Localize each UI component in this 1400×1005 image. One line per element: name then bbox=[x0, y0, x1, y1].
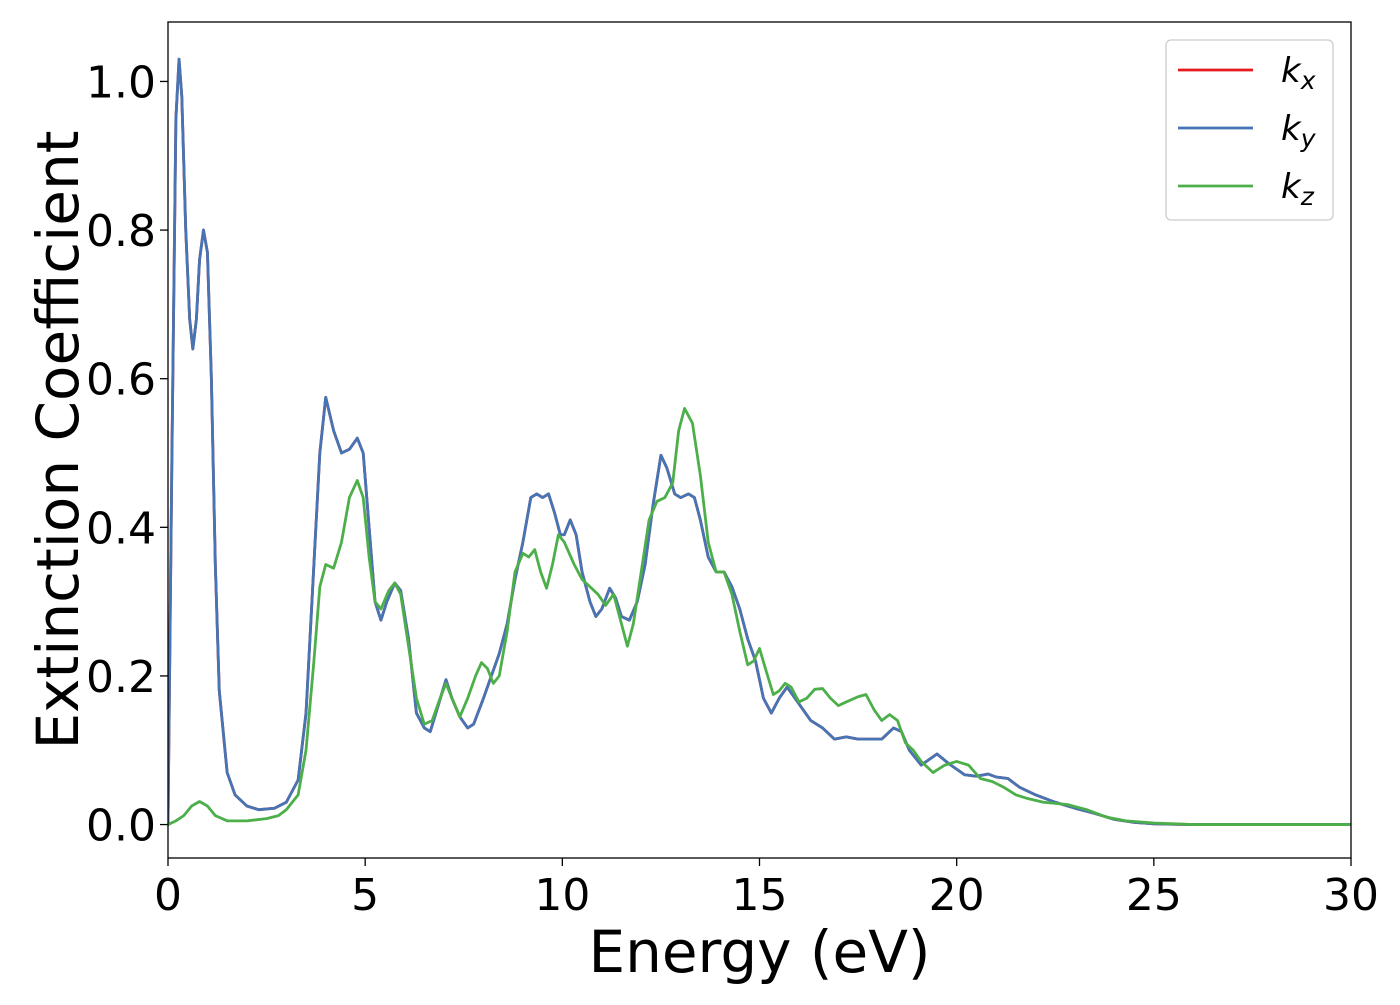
legend-label-kx: kx bbox=[1281, 51, 1316, 95]
x-tick-label: 20 bbox=[929, 870, 985, 921]
y-axis-label: Extinction Coefficient bbox=[24, 131, 92, 750]
legend-label-kz: kz bbox=[1281, 167, 1315, 211]
legend: kx ky kz bbox=[1165, 39, 1334, 221]
x-tick-label: 10 bbox=[534, 870, 590, 921]
x-tick-label: 15 bbox=[732, 870, 788, 921]
y-tick-label: 0.8 bbox=[86, 206, 156, 257]
y-tick-label: 0.0 bbox=[86, 801, 156, 852]
series-line-ky bbox=[168, 57, 1351, 826]
y-tick-label: 0.4 bbox=[86, 503, 156, 554]
x-tick-label: 5 bbox=[351, 870, 379, 921]
legend-frame bbox=[1165, 39, 1334, 221]
y-tick-label: 0.2 bbox=[86, 652, 156, 703]
legend-label-ky: ky bbox=[1281, 109, 1317, 153]
x-tick-label: 0 bbox=[154, 870, 182, 921]
x-tick-label: 30 bbox=[1323, 870, 1379, 921]
ticks-layer: 0 5 10 15 20 25 30 0.0 0.2 0.4 0.6 0.8 1.0 bbox=[86, 57, 1379, 921]
y-tick-label: 1.0 bbox=[86, 57, 156, 108]
series-layer bbox=[168, 57, 1351, 826]
y-tick-label: 0.6 bbox=[86, 355, 156, 406]
series-line-kz bbox=[168, 407, 1351, 826]
x-tick-label: 25 bbox=[1126, 870, 1182, 921]
x-axis-label: Energy (eV) bbox=[588, 918, 930, 986]
